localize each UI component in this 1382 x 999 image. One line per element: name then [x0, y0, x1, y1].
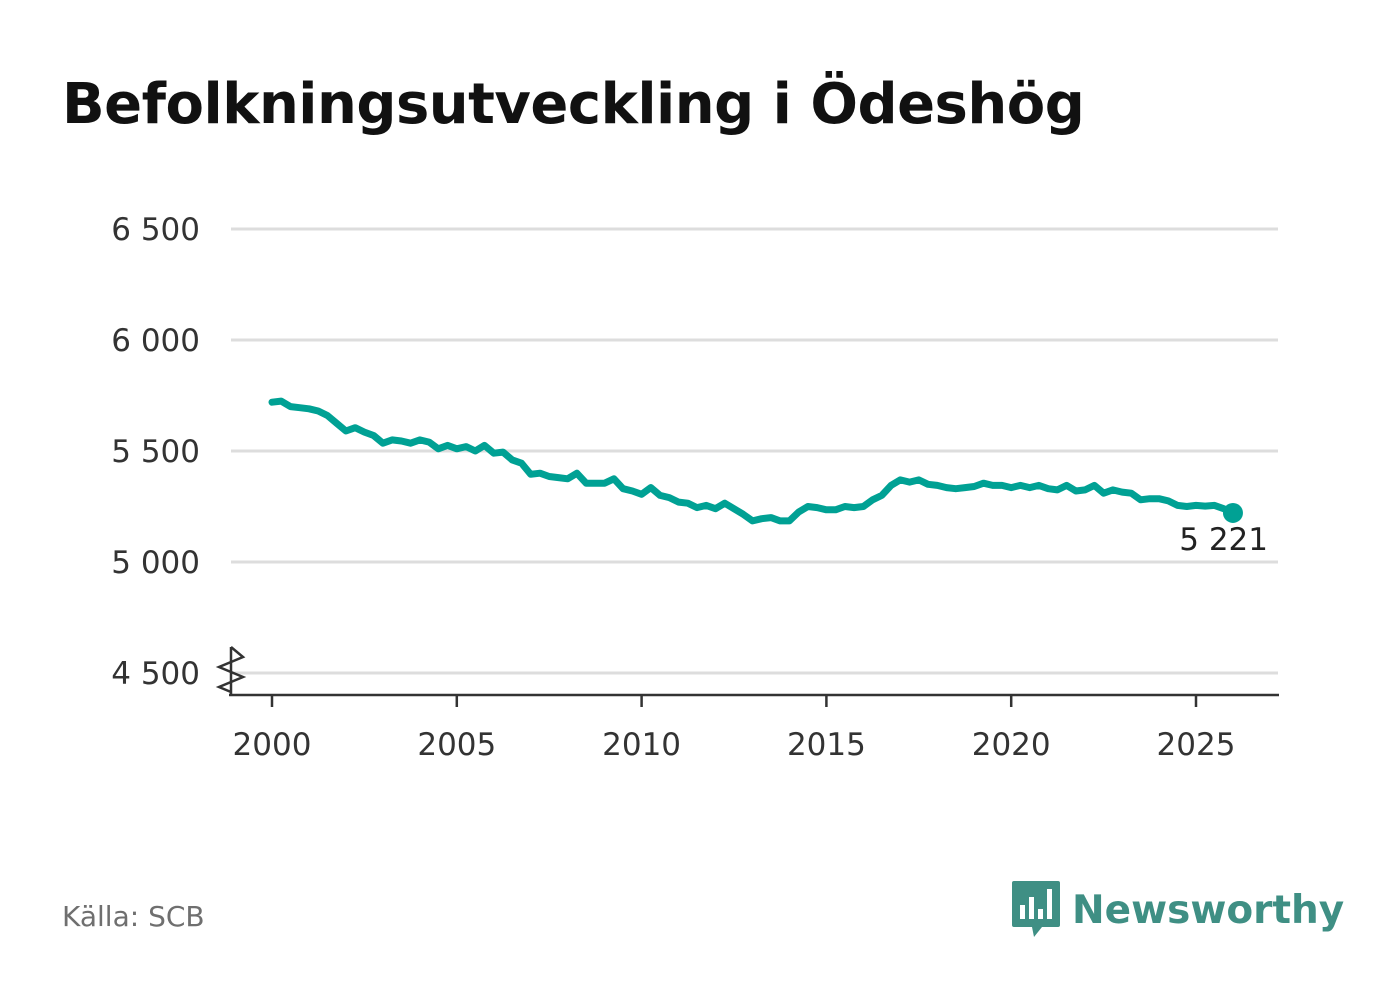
newsworthy-logo-icon [1012, 881, 1060, 937]
y-tick-label: 5 500 [111, 434, 200, 470]
y-axis-ticks: 4 500 5 000 5 500 6 000 6 500 [111, 212, 200, 692]
last-value-label: 5 221 [1179, 522, 1268, 558]
axis-break-icon [215, 646, 247, 694]
x-tick-label: 2020 [972, 727, 1051, 763]
y-tick-label: 6 500 [111, 212, 200, 248]
y-tick-label: 5 000 [111, 545, 200, 581]
chart-title: Befolkningsutveckling i Ödeshög [62, 72, 1085, 137]
x-tick-label: 2015 [787, 727, 866, 763]
x-axis: 2000 2005 2010 2015 2020 2025 [215, 646, 1279, 763]
brand-name: Newsworthy [1072, 887, 1345, 933]
series-group: 5 221 [268, 397, 1268, 558]
source-label: Källa: SCB [62, 900, 205, 933]
x-tick-label: 2000 [233, 727, 312, 763]
x-tick-label: 2025 [1157, 727, 1236, 763]
x-tick-label: 2010 [602, 727, 681, 763]
last-value-point [1222, 502, 1243, 523]
y-tick-label: 6 000 [111, 323, 200, 359]
series-line-befolkning [268, 397, 1237, 525]
x-tick-label: 2005 [417, 727, 496, 763]
brand-logo: Newsworthy [1010, 878, 1344, 942]
y-tick-label: 4 500 [111, 656, 200, 692]
gridlines [231, 227, 1278, 675]
